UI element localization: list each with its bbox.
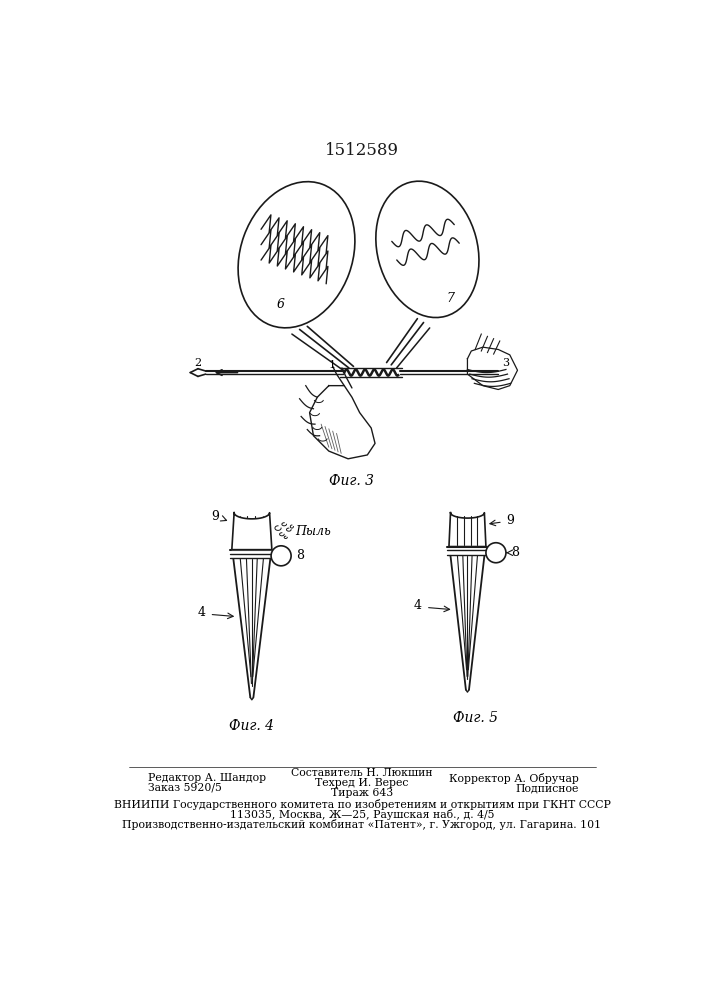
Text: Тираж 643: Тираж 643 — [331, 788, 393, 798]
Polygon shape — [232, 513, 272, 550]
Text: Фиг. 5: Фиг. 5 — [452, 711, 498, 725]
Text: 8: 8 — [511, 546, 520, 559]
Text: Заказ 5920/5: Заказ 5920/5 — [148, 783, 222, 793]
Text: 113035, Москва, Ж—25, Раушская наб., д. 4/5: 113035, Москва, Ж—25, Раушская наб., д. … — [230, 809, 494, 820]
Text: 6: 6 — [277, 298, 285, 311]
Text: Фиг. 4: Фиг. 4 — [229, 719, 274, 733]
Text: 3: 3 — [503, 358, 510, 368]
Text: 4: 4 — [414, 599, 421, 612]
Polygon shape — [310, 386, 375, 459]
Text: 8: 8 — [296, 549, 305, 562]
Text: Корректор А. Обручар: Корректор А. Обручар — [449, 773, 579, 784]
Text: 2: 2 — [194, 358, 201, 368]
Text: Фиг. 3: Фиг. 3 — [329, 474, 375, 488]
Text: ВНИИПИ Государственного комитета по изобретениям и открытиям при ГКНТ СССР: ВНИИПИ Государственного комитета по изоб… — [114, 799, 610, 810]
Text: 1: 1 — [328, 360, 336, 370]
Text: 9: 9 — [211, 510, 219, 523]
Text: Техред И. Верес: Техред И. Верес — [315, 778, 409, 788]
Ellipse shape — [238, 182, 355, 328]
Text: Подписное: Подписное — [515, 783, 579, 793]
Polygon shape — [232, 513, 272, 550]
Text: 4: 4 — [198, 606, 206, 619]
Text: Составитель Н. Люкшин: Составитель Н. Люкшин — [291, 768, 433, 778]
Text: Производственно-издательский комбинат «Патент», г. Ужгород, ул. Гагарина. 101: Производственно-издательский комбинат «П… — [122, 819, 602, 830]
Text: 7: 7 — [447, 292, 455, 305]
Text: 9: 9 — [506, 514, 514, 527]
Text: Редактор А. Шандор: Редактор А. Шандор — [148, 773, 266, 783]
Polygon shape — [449, 513, 486, 547]
Polygon shape — [467, 347, 518, 389]
Ellipse shape — [376, 181, 479, 318]
Circle shape — [271, 546, 291, 566]
Text: 1512589: 1512589 — [325, 142, 399, 159]
Text: Пыль: Пыль — [295, 525, 331, 538]
Circle shape — [486, 543, 506, 563]
